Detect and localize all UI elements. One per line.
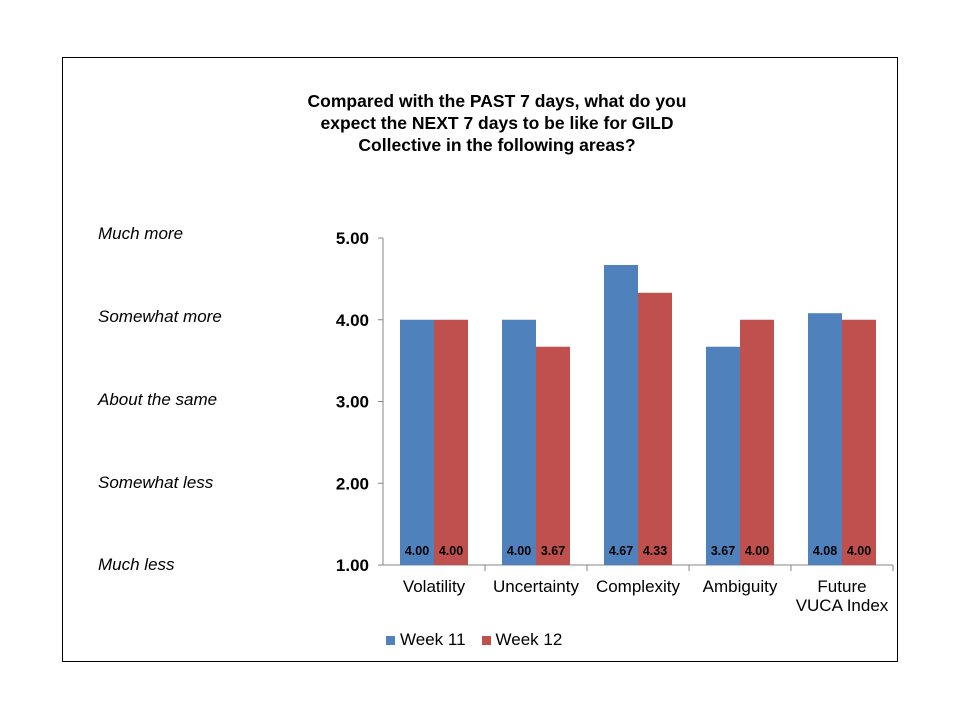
legend-item-week-11: Week 11 — [386, 630, 466, 650]
x-tick-label: Ambiguity — [703, 577, 778, 596]
y-tick-label: 3.00 — [336, 393, 369, 412]
legend-label-week-12: Week 12 — [495, 630, 563, 649]
data-label: 4.00 — [439, 544, 463, 558]
x-tick-label: Complexity — [596, 577, 681, 596]
bar-week-12 — [842, 319, 876, 565]
data-label: 4.00 — [507, 544, 531, 558]
scale-label-much-less: Much less — [98, 555, 175, 574]
bar-week-11 — [808, 313, 842, 565]
data-label: 4.00 — [745, 544, 769, 558]
data-label: 4.08 — [813, 544, 837, 558]
bar-week-12 — [740, 319, 774, 565]
legend-item-week-12: Week 12 — [481, 630, 563, 650]
scale-label-about-same: About the same — [98, 390, 218, 409]
y-tick-label: 4.00 — [336, 311, 369, 330]
scale-label-much-more: Much more — [98, 224, 184, 243]
legend-swatch-week-12 — [481, 635, 491, 645]
x-tick-label: Volatility — [403, 577, 466, 596]
bar-week-12 — [638, 292, 672, 565]
bar-week-12 — [536, 346, 570, 565]
chart-title-line-1: Compared with the PAST 7 days, what do y… — [307, 91, 687, 111]
bar-week-12 — [434, 319, 468, 565]
x-tick-label: Future — [817, 577, 866, 596]
data-label: 4.00 — [847, 544, 871, 558]
chart-title-line-3: Collective in the following areas? — [358, 135, 636, 155]
scale-label-somewhat-more: Somewhat more — [98, 307, 222, 326]
bar-week-11 — [706, 346, 740, 565]
legend-label-week-11: Week 11 — [400, 630, 466, 649]
legend-swatch-week-11 — [386, 635, 395, 645]
bar-week-11 — [604, 264, 638, 565]
chart-title: Compared with the PAST 7 days, what do y… — [200, 90, 794, 156]
y-tick-label: 1.00 — [336, 556, 369, 575]
scale-label-somewhat-less: Somewhat less — [98, 473, 214, 492]
data-label: 4.00 — [405, 544, 429, 558]
bar-week-11 — [502, 319, 536, 565]
y-tick-label: 2.00 — [336, 474, 369, 493]
x-tick-label: Uncertainty — [493, 577, 579, 596]
legend: Week 11 Week 12 — [386, 630, 578, 650]
bar-week-11 — [400, 319, 434, 565]
data-label: 3.67 — [541, 544, 565, 558]
x-tick-label: VUCA Index — [796, 596, 889, 615]
data-label: 4.33 — [643, 544, 667, 558]
data-label: 3.67 — [711, 544, 735, 558]
chart-frame — [62, 57, 898, 662]
y-tick-label: 5.00 — [336, 229, 369, 248]
data-label: 4.67 — [609, 544, 633, 558]
chart-title-line-2: expect the NEXT 7 days to be like for GI… — [320, 113, 674, 133]
